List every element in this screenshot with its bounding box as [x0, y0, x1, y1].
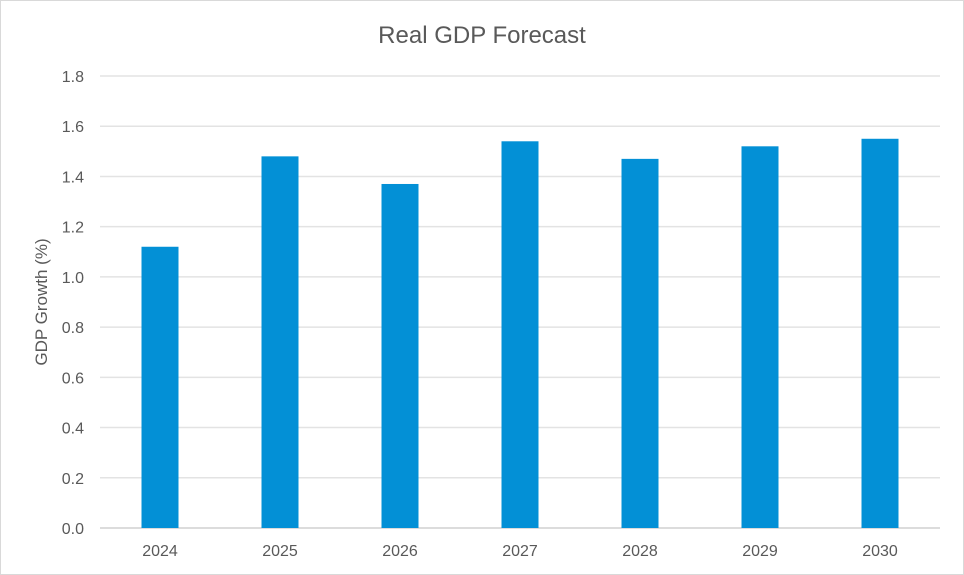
y-tick-label: 1.8: [62, 69, 84, 86]
bar-2027: [501, 141, 539, 529]
bar-2030: [861, 138, 899, 528]
bar-2028: [621, 158, 659, 528]
chart-title: Real GDP Forecast: [378, 22, 586, 49]
bar-2024: [141, 246, 179, 528]
x-tick-label: 2025: [262, 543, 298, 560]
y-tick-label: 1.2: [62, 220, 84, 237]
bar-2026: [381, 183, 419, 528]
x-tick-label: 2026: [382, 543, 418, 560]
y-tick-label: 0.6: [62, 370, 84, 387]
y-axis-label: GDP Growth (%): [32, 238, 51, 365]
y-tick-label: 1.6: [62, 119, 84, 136]
bar-2025: [261, 156, 299, 528]
y-tick-label: 1.4: [62, 169, 84, 186]
x-tick-label: 2024: [142, 543, 178, 560]
y-tick-label: 0.8: [62, 320, 84, 337]
y-tick-label: 0.4: [62, 421, 84, 438]
y-tick-label: 0.0: [62, 521, 84, 538]
x-tick-label: 2027: [502, 543, 538, 560]
x-tick-label: 2029: [742, 543, 778, 560]
y-tick-label: 0.2: [62, 471, 84, 488]
bar-2029: [741, 146, 779, 529]
y-tick-label: 1.0: [62, 270, 84, 287]
x-tick-label: 2030: [862, 543, 898, 560]
x-tick-label: 2028: [622, 543, 658, 560]
